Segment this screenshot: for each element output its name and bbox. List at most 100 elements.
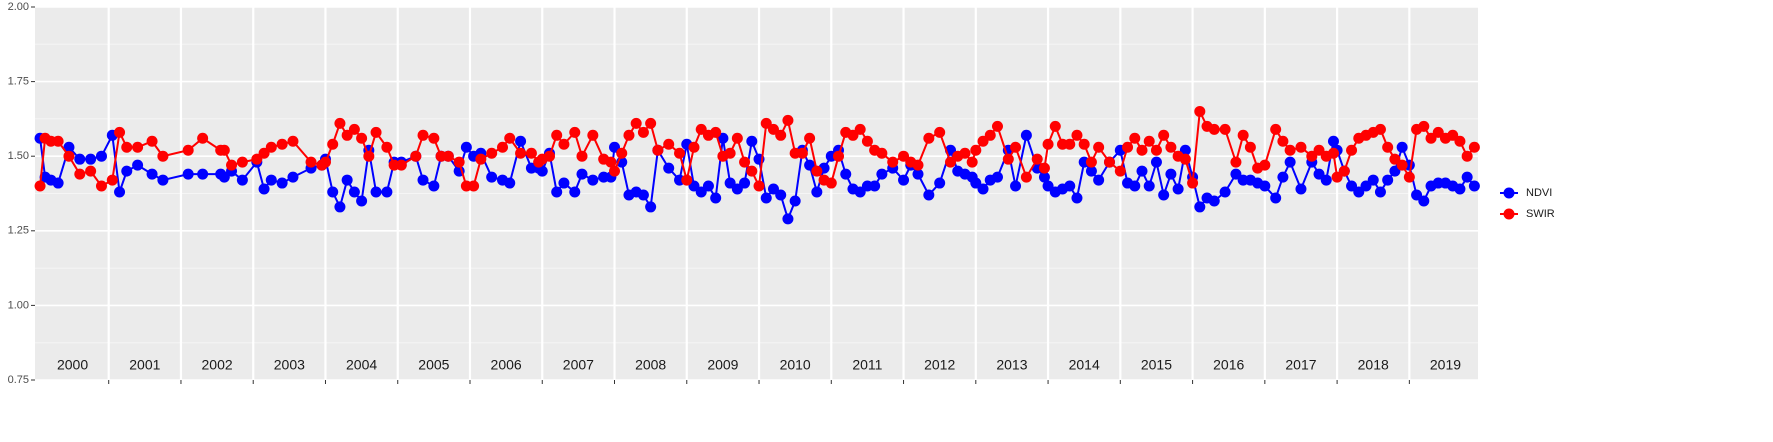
data-point — [861, 135, 873, 147]
x-tick-label: 2010 — [780, 357, 811, 373]
data-point — [1064, 138, 1076, 150]
data-point — [85, 153, 97, 165]
data-point — [468, 180, 480, 192]
data-point — [1346, 180, 1358, 192]
y-tick-label: 1.50 — [8, 150, 29, 162]
data-point — [1447, 129, 1459, 141]
data-point — [515, 147, 527, 159]
data-point — [854, 123, 866, 135]
x-tick-label: 2013 — [996, 357, 1027, 373]
data-point — [63, 150, 75, 162]
y-tick-label: 1.00 — [8, 299, 29, 311]
data-point — [811, 186, 823, 198]
data-point — [319, 156, 331, 168]
data-point — [1454, 183, 1466, 195]
data-point — [1374, 186, 1386, 198]
data-point — [305, 156, 317, 168]
data-point — [1085, 156, 1097, 168]
data-point — [847, 129, 859, 141]
data-point — [1158, 129, 1170, 141]
data-point — [898, 150, 910, 162]
data-point — [804, 132, 816, 144]
data-point — [1093, 141, 1105, 153]
data-point — [287, 135, 299, 147]
x-tick-label: 2019 — [1430, 357, 1461, 373]
data-point — [251, 153, 263, 165]
data-point — [348, 186, 360, 198]
data-point — [558, 177, 570, 189]
data-point — [1295, 141, 1307, 153]
x-tick-label: 2007 — [563, 357, 594, 373]
data-point — [724, 147, 736, 159]
data-point — [811, 165, 823, 177]
data-point — [157, 150, 169, 162]
data-point — [63, 141, 75, 153]
legend-marker — [1503, 187, 1515, 199]
data-point — [1042, 138, 1054, 150]
data-point — [739, 177, 751, 189]
data-point — [95, 180, 107, 192]
data-point — [1418, 120, 1430, 132]
data-point — [1353, 186, 1365, 198]
data-point — [576, 150, 588, 162]
data-point — [1194, 201, 1206, 213]
data-point — [1313, 168, 1325, 180]
data-point — [226, 159, 238, 171]
data-point — [74, 168, 86, 180]
data-point — [197, 168, 209, 180]
data-point — [1244, 141, 1256, 153]
x-tick-label: 2001 — [129, 357, 160, 373]
data-point — [970, 144, 982, 156]
data-point — [991, 120, 1003, 132]
data-point — [1078, 138, 1090, 150]
data-point — [1010, 141, 1022, 153]
data-point — [348, 123, 360, 135]
data-point — [1396, 159, 1408, 171]
data-point — [146, 168, 158, 180]
data-point — [1295, 183, 1307, 195]
data-point — [265, 141, 277, 153]
data-point — [1461, 171, 1473, 183]
data-point — [652, 144, 664, 156]
data-point — [1042, 180, 1054, 192]
data-point — [1346, 144, 1358, 156]
data-point — [1136, 165, 1148, 177]
x-tick-label: 2005 — [418, 357, 449, 373]
data-point — [1230, 156, 1242, 168]
data-point — [1374, 123, 1386, 135]
data-point — [1122, 141, 1134, 153]
data-point — [977, 183, 989, 195]
data-point — [731, 183, 743, 195]
data-point — [710, 192, 722, 204]
data-point — [869, 180, 881, 192]
data-point — [276, 138, 288, 150]
data-point — [34, 180, 46, 192]
data-point — [1284, 144, 1296, 156]
data-point — [609, 165, 621, 177]
data-point — [616, 147, 628, 159]
data-point — [356, 132, 368, 144]
data-point — [475, 153, 487, 165]
data-point — [428, 180, 440, 192]
data-point — [74, 153, 86, 165]
data-point — [182, 168, 194, 180]
data-point — [486, 147, 498, 159]
data-point — [1403, 171, 1415, 183]
data-point — [569, 126, 581, 138]
data-point — [52, 135, 64, 147]
data-point — [796, 147, 808, 159]
data-point — [276, 177, 288, 189]
data-point — [782, 213, 794, 225]
data-point — [1179, 153, 1191, 165]
data-point — [1219, 186, 1231, 198]
data-point — [1284, 156, 1296, 168]
data-point — [739, 156, 751, 168]
x-tick-label: 2009 — [707, 357, 738, 373]
data-point — [934, 126, 946, 138]
data-point — [789, 195, 801, 207]
data-point — [1208, 195, 1220, 207]
data-point — [767, 123, 779, 135]
data-point — [1071, 129, 1083, 141]
data-point — [236, 174, 248, 186]
